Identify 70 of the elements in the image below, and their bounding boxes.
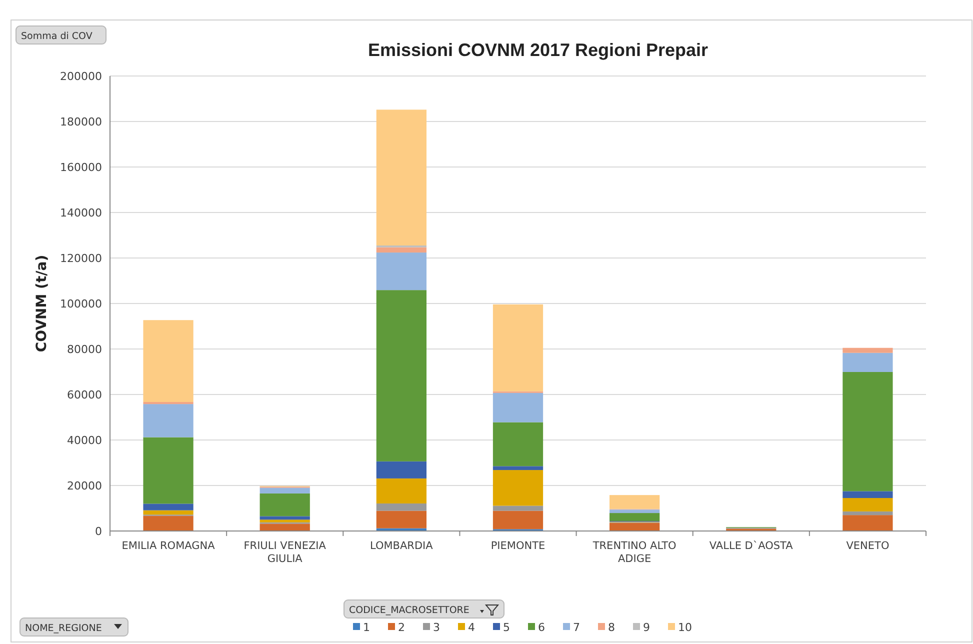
x-tick-label: VALLE D`AOSTA [709, 540, 794, 552]
bar [610, 495, 660, 509]
y-tick-label: 120000 [60, 252, 102, 265]
bar [492, 506, 544, 511]
bar [842, 348, 893, 353]
bar [492, 422, 544, 466]
x-tick-label: EMILIA ROMAGNA [122, 540, 216, 552]
bar [492, 392, 544, 422]
bar [842, 511, 893, 516]
bar [842, 352, 893, 372]
bar [260, 520, 310, 522]
x-tick-label: TRENTINO ALTO ADIGE [592, 540, 676, 565]
y-axis-title: COVNM (t/a) [34, 254, 50, 352]
y-tick-label: 20000 [67, 479, 102, 492]
text: NOME_REGIONE [25, 623, 102, 634]
bar [260, 488, 310, 494]
legend-label: 10 [678, 621, 692, 634]
legend-label: 6 [538, 621, 545, 634]
legend-label: 7 [573, 621, 580, 634]
x-tick-label: VENETO [846, 540, 890, 552]
y-tick-label: 40000 [67, 434, 102, 447]
legend-label: 9 [643, 621, 650, 634]
bar [260, 524, 310, 531]
bar [842, 515, 893, 531]
bar [842, 372, 893, 492]
bar [842, 498, 893, 512]
bar [492, 470, 544, 506]
x-tick-label: FRIULI VENEZIA GIULIA [244, 540, 327, 565]
x-tick-label: LOMBARDIA [370, 540, 434, 552]
y-tick-label: 0 [95, 524, 102, 538]
bar [260, 516, 310, 520]
legend-title: CODICE_MACROSETTORE [349, 605, 470, 616]
y-tick-label: 140000 [60, 206, 102, 220]
y-tick-label: 100000 [60, 297, 102, 310]
bar [376, 478, 426, 504]
legend-label: 4 [468, 621, 475, 634]
bar [376, 247, 426, 253]
y-tick-label: 160000 [60, 160, 102, 174]
bar [492, 304, 544, 392]
bar [143, 504, 194, 510]
chart-title: Emissioni COVNM 2017 Regioni Prepair [368, 40, 708, 60]
bar [610, 522, 660, 531]
bar [143, 437, 194, 504]
y-tick-label: 80000 [67, 342, 102, 356]
x-tick-label: PIEMONTE [490, 540, 546, 552]
bar [143, 516, 194, 531]
bar [492, 466, 544, 470]
legend-label: 3 [433, 621, 440, 634]
y-tick-label: 200000 [60, 70, 102, 83]
bar [492, 510, 544, 530]
bar [376, 110, 426, 246]
text: Somma di COV [21, 31, 93, 42]
bar [376, 461, 426, 478]
bar [143, 510, 194, 515]
bar [376, 252, 426, 290]
legend-label: 1 [363, 621, 370, 634]
bar [376, 503, 426, 511]
bar [842, 491, 893, 498]
bar [143, 404, 194, 438]
legend-label: 8 [608, 621, 615, 634]
bar [610, 513, 660, 521]
y-tick-label: 180000 [60, 115, 102, 128]
bar [143, 320, 194, 402]
y-tick-label: 60000 [67, 388, 102, 402]
legend-label: 2 [398, 621, 405, 634]
bar [376, 290, 426, 462]
bar [610, 510, 660, 514]
bar [376, 510, 426, 528]
legend-label: 5 [503, 621, 510, 634]
bar [260, 493, 310, 516]
